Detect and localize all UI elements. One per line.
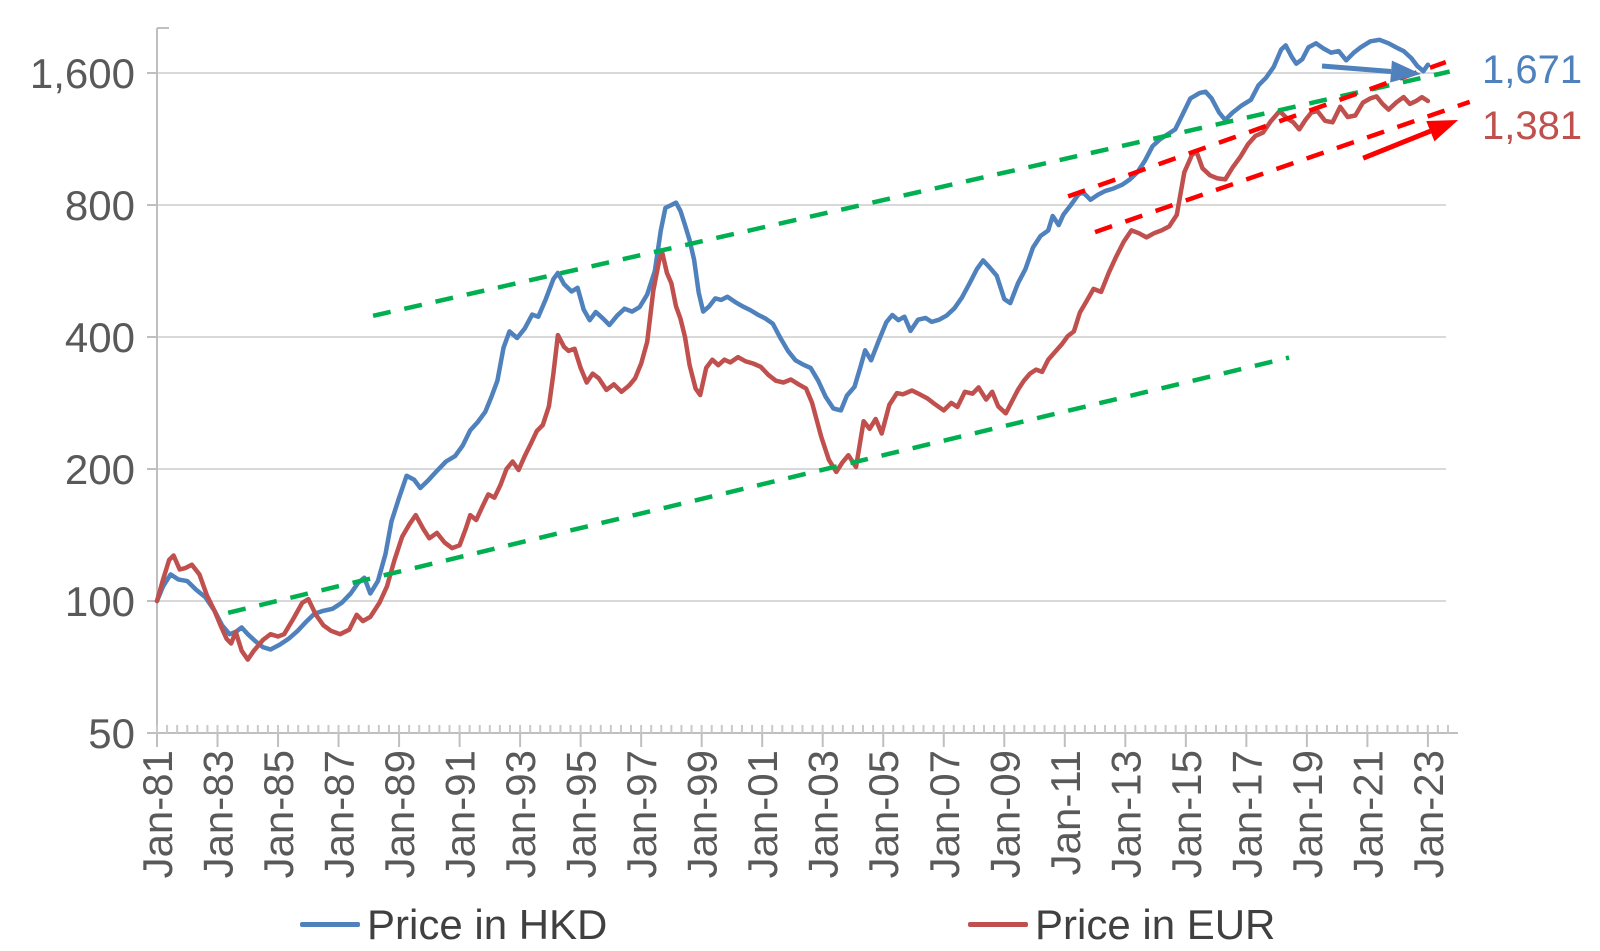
x-axis-label: Jan-91 (437, 750, 484, 878)
legend-item-eur[interactable]: Price in EUR (968, 898, 1275, 951)
red-channel-lower-trendline (1094, 99, 1471, 235)
hkd-end-arrow-head (1390, 60, 1421, 83)
hkd-price-line (154, 37, 1431, 652)
x-axis-label: Jan-85 (255, 750, 302, 878)
x-axis-label: Jan-95 (558, 750, 605, 878)
chart-legend: Price in HKD Price in EUR (0, 898, 1600, 951)
green-channel-lower-trendline (227, 355, 1290, 615)
x-axis-label: Jan-19 (1284, 750, 1331, 878)
eur-trend-arrow (1362, 128, 1432, 161)
eur-trend-arrow-head (1426, 120, 1459, 142)
eur-price-line (154, 94, 1431, 662)
x-axis-label: Jan-13 (1102, 750, 1149, 878)
x-axis-label: Jan-81 (134, 750, 181, 878)
y-axis-label: 800 (65, 182, 135, 229)
hkd-line-swatch (300, 922, 360, 927)
x-axis-label: Jan-99 (679, 750, 726, 878)
legend-item-hkd[interactable]: Price in HKD (300, 898, 607, 951)
red-channel-upper-trendline (1067, 60, 1447, 199)
x-axis-label: Jan-17 (1223, 750, 1270, 878)
x-axis-label: Jan-21 (1344, 750, 1391, 878)
x-axis-label: Jan-07 (921, 750, 968, 878)
hkd-end-arrow (1321, 63, 1392, 75)
x-axis-label: Jan-01 (739, 750, 786, 878)
x-axis-label: Jan-05 (860, 750, 907, 878)
x-axis-label: Jan-11 (1042, 750, 1089, 875)
x-axis-label: Jan-09 (981, 750, 1028, 878)
hkd-end-value: 1,671 (1482, 48, 1583, 92)
y-axis-label: 100 (65, 578, 135, 625)
green-channel-upper-trendline (372, 69, 1451, 319)
eur-end-value: 1,381 (1482, 104, 1583, 148)
legend-label-eur: Price in EUR (1035, 900, 1276, 948)
x-axis-label: Jan-93 (497, 750, 544, 878)
x-axis-label: Jan-83 (195, 750, 242, 878)
y-axis-label: 1,600 (30, 50, 135, 97)
x-axis-label: Jan-23 (1405, 750, 1452, 878)
x-axis-label: Jan-89 (376, 750, 423, 878)
legend-label-hkd: Price in HKD (367, 900, 608, 948)
x-axis-label: Jan-97 (618, 750, 665, 878)
eur-line-swatch (968, 922, 1028, 927)
x-axis-label: Jan-03 (800, 750, 847, 878)
y-axis-label: 200 (65, 446, 135, 493)
y-axis-label: 50 (88, 710, 135, 757)
y-axis-label: 400 (65, 314, 135, 361)
x-axis-label: Jan-87 (316, 750, 363, 878)
x-axis-label: Jan-15 (1163, 750, 1210, 878)
